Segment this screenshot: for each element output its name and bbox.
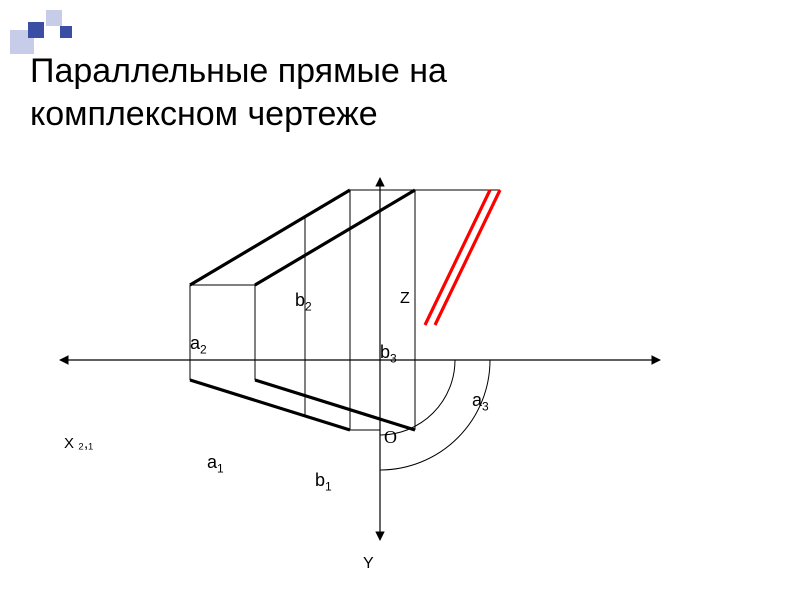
label-b2: b2 — [295, 290, 312, 314]
monge-diagram — [40, 150, 700, 570]
origin-label: O — [384, 427, 397, 448]
label-b1: b1 — [315, 470, 332, 494]
decor-square-dark-1 — [28, 22, 44, 38]
decor-square-dark-2 — [60, 26, 72, 38]
axis-label-z: Z — [400, 290, 410, 308]
label-b3: b3 — [380, 342, 397, 366]
label-a2: a2 — [190, 333, 207, 357]
axis-label-y: Y — [363, 555, 374, 573]
slide-title: Параллельные прямые на комплексном черте… — [30, 50, 447, 135]
axis-label-x: X ₂,₁ — [64, 435, 93, 452]
label-a1: a1 — [207, 452, 224, 476]
label-a3: a3 — [472, 390, 489, 414]
decor-square-light-2 — [46, 10, 62, 26]
